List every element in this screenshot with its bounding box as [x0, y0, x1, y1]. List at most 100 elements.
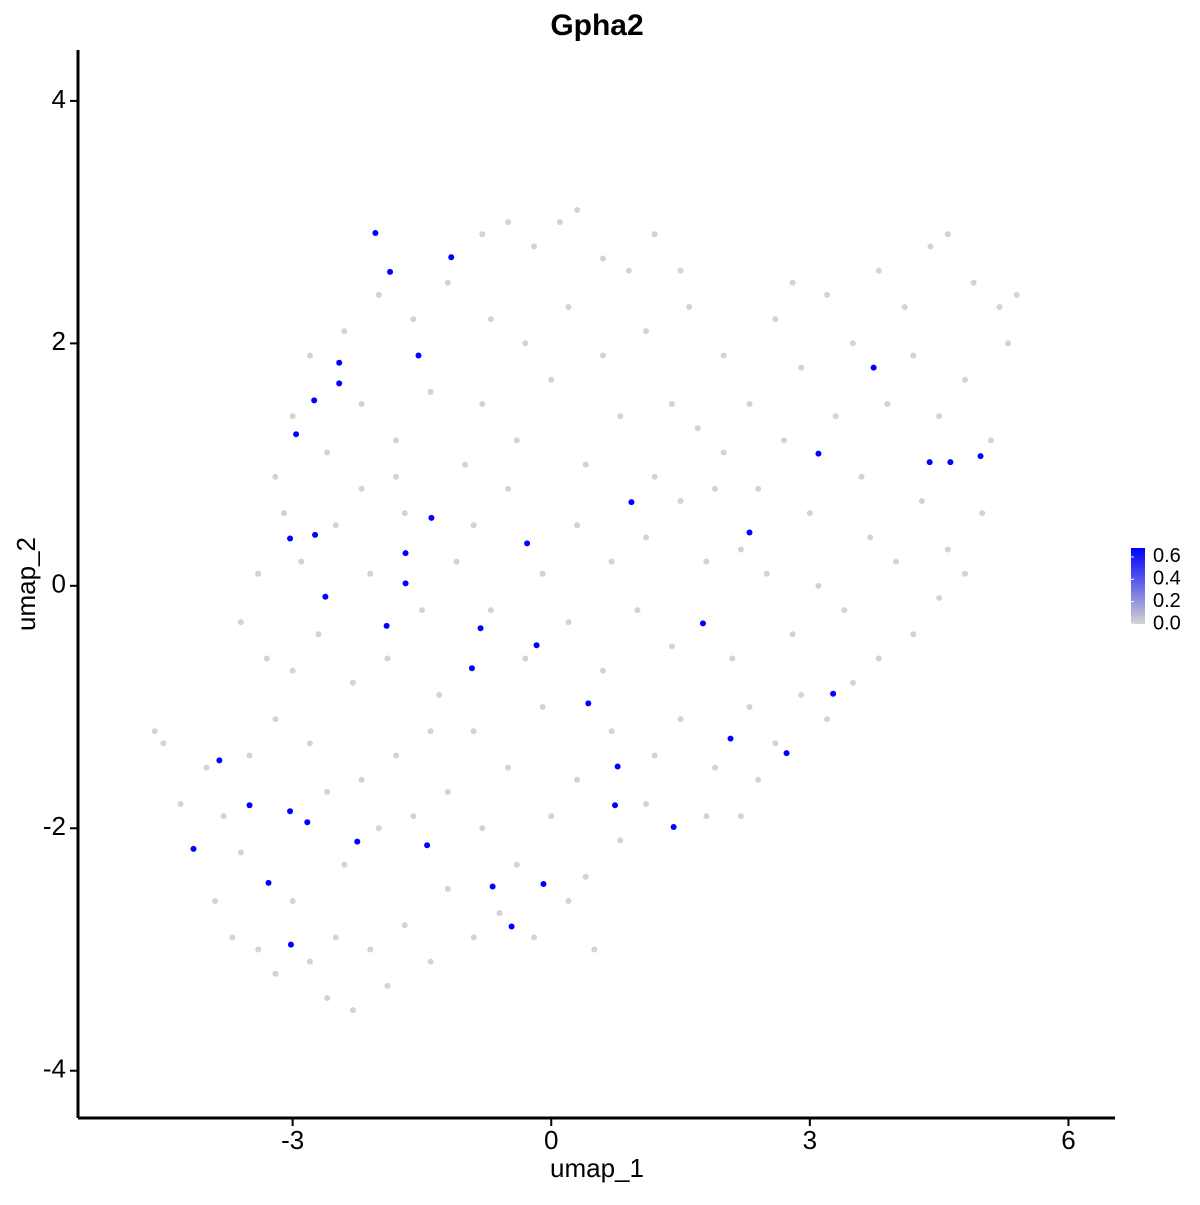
y-tick-label: 4 — [52, 84, 66, 114]
point — [332, 934, 339, 941]
point — [712, 485, 719, 492]
point — [427, 728, 434, 735]
point — [599, 352, 606, 359]
point — [772, 316, 779, 323]
point — [349, 679, 356, 686]
point — [367, 946, 374, 953]
point — [272, 716, 279, 723]
point — [944, 546, 951, 553]
point — [237, 849, 244, 856]
point — [151, 728, 158, 735]
point — [265, 879, 272, 886]
point — [177, 801, 184, 808]
colorbar-label: 0.6 — [1153, 545, 1181, 567]
x-tick-label: 6 — [1061, 1125, 1075, 1155]
point — [565, 303, 572, 310]
point — [893, 558, 900, 565]
x-tick-label: 3 — [803, 1125, 817, 1155]
point — [746, 529, 753, 536]
point — [548, 813, 555, 820]
point — [524, 540, 531, 547]
point — [358, 776, 365, 783]
y-tick-label: 0 — [52, 569, 66, 599]
point — [806, 510, 813, 517]
point — [341, 861, 348, 868]
point — [255, 570, 262, 577]
point — [720, 352, 727, 359]
point — [875, 655, 882, 662]
point — [415, 352, 422, 359]
colorbar-label: 0.0 — [1153, 612, 1181, 634]
point — [383, 622, 390, 629]
point — [336, 359, 343, 366]
y-tick-label: -2 — [43, 811, 66, 841]
point — [387, 268, 394, 275]
point — [372, 230, 379, 237]
point — [513, 861, 520, 868]
point — [505, 764, 512, 771]
point — [272, 970, 279, 977]
point — [677, 267, 684, 274]
point — [246, 752, 253, 759]
point — [505, 485, 512, 492]
point — [789, 631, 796, 638]
point — [746, 704, 753, 711]
point — [763, 570, 770, 577]
point — [643, 328, 650, 335]
point — [815, 582, 822, 589]
point — [849, 679, 856, 686]
point — [487, 316, 494, 323]
point — [841, 607, 848, 614]
point — [508, 923, 515, 930]
point — [375, 825, 382, 832]
point — [312, 531, 319, 538]
point — [628, 499, 635, 506]
point — [410, 813, 417, 820]
point — [780, 437, 787, 444]
point — [190, 845, 197, 852]
point — [962, 376, 969, 383]
point — [287, 535, 294, 542]
point — [670, 824, 677, 831]
point — [870, 364, 877, 371]
point — [574, 522, 581, 529]
point — [712, 764, 719, 771]
point — [272, 473, 279, 480]
point — [428, 514, 435, 521]
point — [289, 898, 296, 905]
point — [393, 437, 400, 444]
point — [720, 449, 727, 456]
point — [634, 607, 641, 614]
point — [375, 291, 382, 298]
point — [306, 352, 313, 359]
point — [505, 219, 512, 226]
point — [246, 802, 253, 809]
point — [298, 558, 305, 565]
point — [160, 740, 167, 747]
point — [608, 558, 615, 565]
point — [462, 461, 469, 468]
point — [798, 364, 805, 371]
point — [427, 388, 434, 395]
point — [324, 449, 331, 456]
point — [686, 303, 693, 310]
point — [324, 788, 331, 795]
point — [539, 704, 546, 711]
point — [424, 842, 431, 849]
point — [772, 740, 779, 747]
point — [668, 400, 675, 407]
point — [513, 437, 520, 444]
point — [565, 898, 572, 905]
point — [677, 716, 684, 723]
point — [699, 620, 706, 627]
point — [289, 413, 296, 420]
point — [824, 716, 831, 723]
point — [1005, 340, 1012, 347]
point — [468, 665, 475, 672]
chart-title: Gpha2 — [550, 9, 643, 42]
point — [229, 934, 236, 941]
colorbar-label: 0.4 — [1153, 568, 1181, 590]
point — [970, 279, 977, 286]
point — [427, 958, 434, 965]
